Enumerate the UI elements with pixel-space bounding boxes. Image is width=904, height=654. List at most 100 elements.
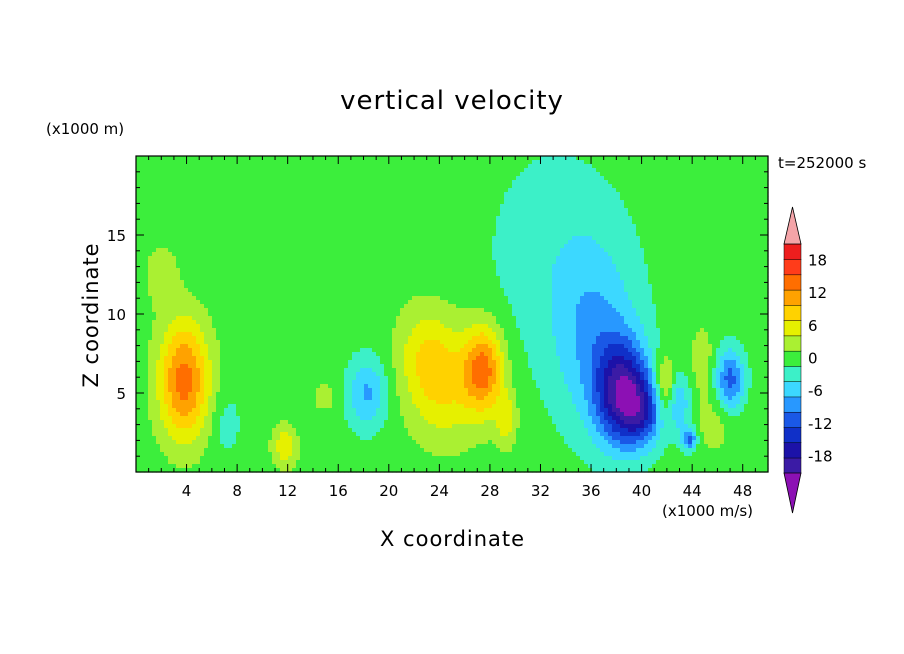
- field-cell: [192, 424, 197, 429]
- field-cell: [300, 336, 305, 341]
- field-cell: [260, 244, 265, 249]
- field-cell: [220, 380, 225, 385]
- field-cell: [288, 356, 293, 361]
- field-cell: [180, 368, 185, 373]
- field-cell: [352, 352, 357, 357]
- field-cell: [292, 156, 297, 161]
- field-cell: [300, 268, 305, 273]
- field-cell: [224, 400, 229, 405]
- field-cell: [252, 468, 257, 473]
- field-cell: [136, 220, 141, 225]
- field-cell: [236, 296, 241, 301]
- field-cell: [372, 356, 377, 361]
- field-cell: [288, 240, 293, 245]
- field-cell: [332, 420, 337, 425]
- field-cell: [352, 368, 357, 373]
- field-cell: [176, 452, 181, 457]
- field-cell: [320, 300, 325, 305]
- field-cell: [384, 384, 389, 389]
- field-cell: [252, 292, 257, 297]
- field-cell: [264, 420, 269, 425]
- field-cell: [360, 188, 365, 193]
- field-cell: [172, 448, 177, 453]
- field-cell: [276, 356, 281, 361]
- field-cell: [160, 196, 165, 201]
- field-cell: [240, 384, 245, 389]
- field-cell: [172, 256, 177, 261]
- field-cell: [184, 212, 189, 217]
- field-cell: [352, 280, 357, 285]
- field-cell: [192, 264, 197, 269]
- field-cell: [348, 312, 353, 317]
- field-cell: [244, 468, 249, 473]
- field-cell: [152, 324, 157, 329]
- field-cell: [296, 200, 301, 205]
- field-cell: [316, 432, 321, 437]
- field-cell: [244, 452, 249, 457]
- field-cell: [340, 304, 345, 309]
- field-cell: [256, 292, 261, 297]
- field-cell: [168, 364, 173, 369]
- field-cell: [216, 300, 221, 305]
- field-cell: [164, 316, 169, 321]
- field-cell: [224, 268, 229, 273]
- field-cell: [204, 220, 209, 225]
- field-cell: [200, 244, 205, 249]
- field-cell: [368, 436, 373, 441]
- field-cell: [332, 160, 337, 165]
- field-cell: [232, 420, 237, 425]
- field-cell: [192, 280, 197, 285]
- field-cell: [328, 164, 333, 169]
- field-cell: [156, 392, 161, 397]
- field-cell: [344, 316, 349, 321]
- field-cell: [200, 384, 205, 389]
- field-cell: [256, 188, 261, 193]
- field-cell: [200, 320, 205, 325]
- field-cell: [372, 248, 377, 253]
- field-cell: [136, 416, 141, 421]
- field-cell: [212, 284, 217, 289]
- field-cell: [332, 256, 337, 261]
- field-cell: [228, 440, 233, 445]
- field-cell: [328, 456, 333, 461]
- field-cell: [348, 172, 353, 177]
- field-cell: [180, 364, 185, 369]
- field-cell: [264, 288, 269, 293]
- field-cell: [224, 276, 229, 281]
- field-cell: [200, 316, 205, 321]
- field-cell: [140, 304, 145, 309]
- field-cell: [332, 380, 337, 385]
- field-cell: [296, 384, 301, 389]
- field-cell: [340, 356, 345, 361]
- field-cell: [224, 344, 229, 349]
- field-cell: [312, 352, 317, 357]
- field-cell: [292, 304, 297, 309]
- field-cell: [336, 412, 341, 417]
- field-cell: [192, 432, 197, 437]
- field-cell: [196, 400, 201, 405]
- field-cell: [320, 384, 325, 389]
- field-cell: [336, 260, 341, 265]
- field-cell: [292, 424, 297, 429]
- field-cell: [232, 156, 237, 161]
- field-cell: [228, 232, 233, 237]
- field-cell: [272, 324, 277, 329]
- field-cell: [256, 340, 261, 345]
- field-cell: [256, 156, 261, 161]
- field-cell: [368, 408, 373, 413]
- field-cell: [296, 460, 301, 465]
- field-cell: [204, 440, 209, 445]
- field-cell: [328, 280, 333, 285]
- field-cell: [216, 156, 221, 161]
- field-cell: [312, 292, 317, 297]
- field-cell: [372, 428, 377, 433]
- field-cell: [300, 396, 305, 401]
- field-cell: [144, 296, 149, 301]
- field-cell: [376, 188, 381, 193]
- field-cell: [328, 460, 333, 465]
- field-cell: [296, 372, 301, 377]
- field-cell: [156, 388, 161, 393]
- field-cell: [272, 252, 277, 257]
- field-cell: [324, 276, 329, 281]
- field-cell: [368, 244, 373, 249]
